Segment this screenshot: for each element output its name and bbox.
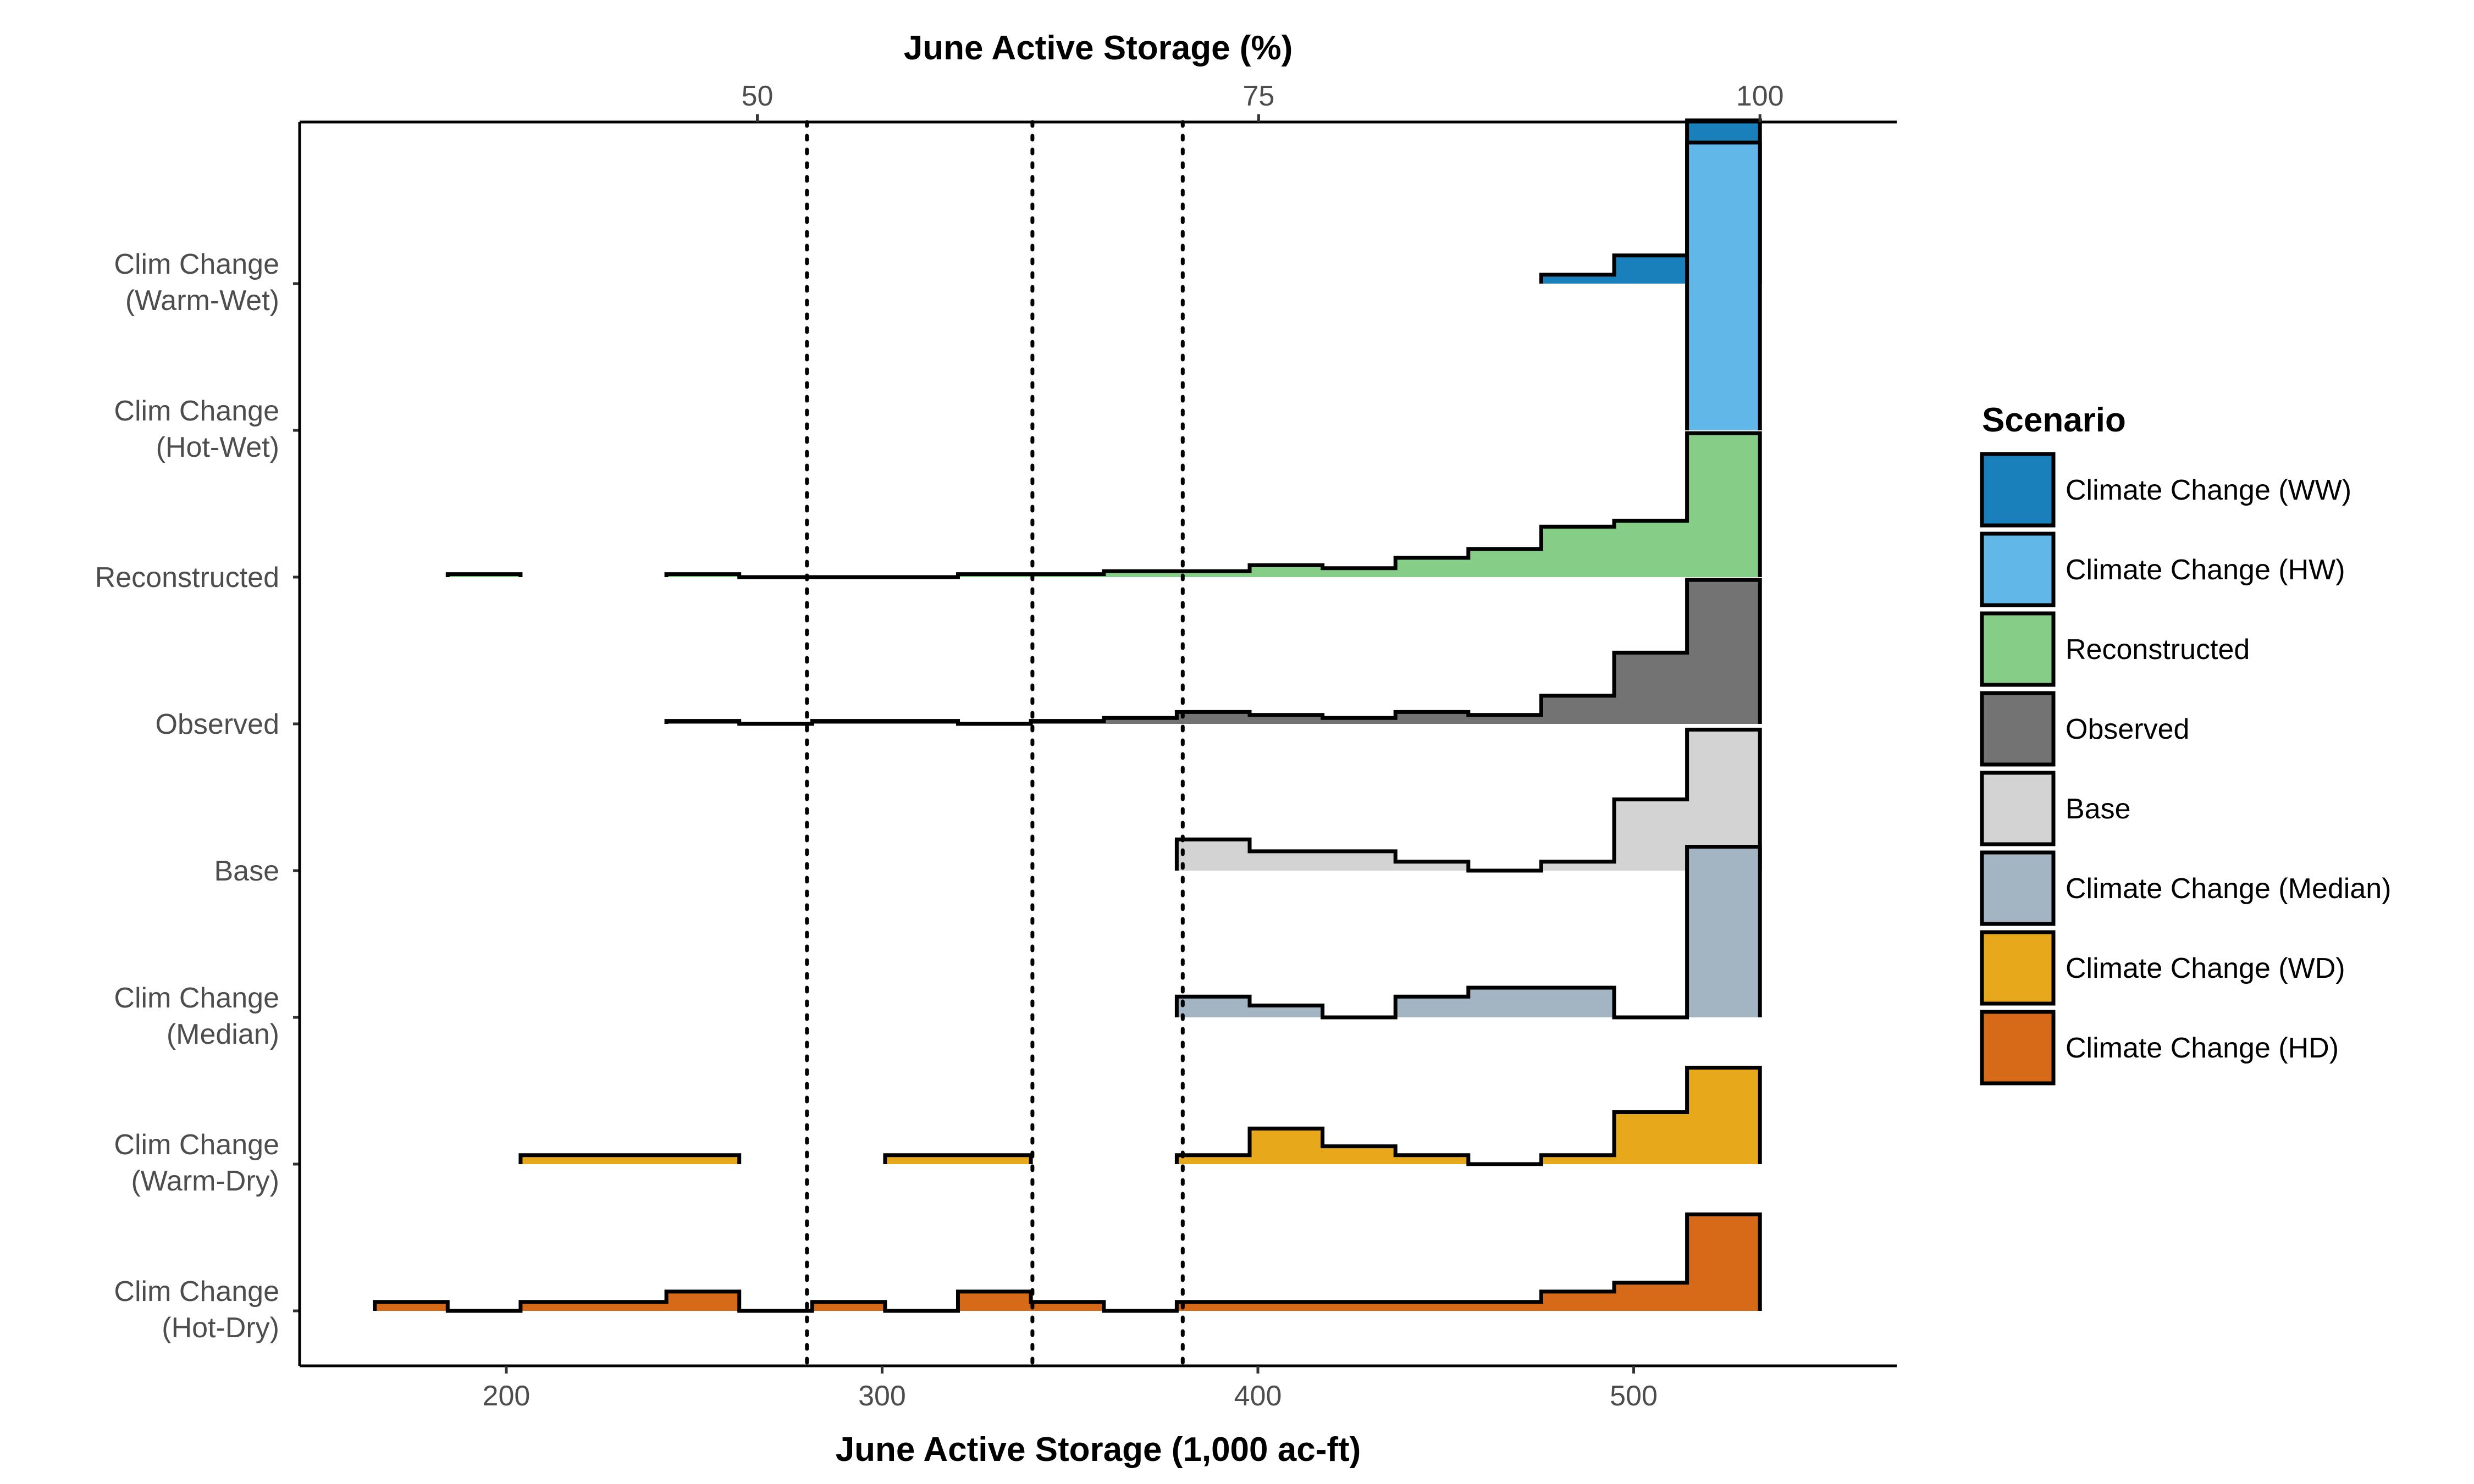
ridge-outline-6-0 xyxy=(1685,140,1762,430)
row-label-2: Clim Change (Median) xyxy=(114,982,279,1050)
legend-label: Reconstructed xyxy=(2066,634,2250,666)
legend-label: Climate Change (HW) xyxy=(2066,554,2345,586)
legend-label: Climate Change (WW) xyxy=(2066,474,2351,506)
row-label-line: (Hot-Dry) xyxy=(162,1312,279,1344)
legend-label: Base xyxy=(2066,793,2131,825)
ridge-fill-2-0 xyxy=(1177,846,1760,1017)
row-label-6: Clim Change (Hot-Wet) xyxy=(114,395,279,463)
ridge-outline-4-0 xyxy=(664,578,1762,726)
legend-item-5: Climate Change (Median) xyxy=(1980,850,2392,926)
ridges-layer xyxy=(373,118,1762,1313)
ridge-outline-7-0 xyxy=(1539,118,1762,284)
legend-swatch xyxy=(1980,531,2056,607)
ridge-row-5 xyxy=(445,431,1762,579)
x-tick-label: 300 xyxy=(858,1380,906,1412)
axes-layer: Clim Change (Warm-Wet) Clim Change (Hot-Wet… xyxy=(95,29,1897,1469)
legend-item-7: Climate Change (HD) xyxy=(1980,1010,2339,1086)
ridge-outline-1-1 xyxy=(883,1153,1033,1164)
row-label-line: Clim Change xyxy=(114,248,279,280)
row-label-1: Clim Change (Warm-Dry) xyxy=(114,1129,279,1197)
legend-item-1: Climate Change (HW) xyxy=(1980,531,2345,607)
legend-item-4: Base xyxy=(1980,771,2131,846)
ridge-outline-2-0 xyxy=(1174,845,1762,1020)
legend-swatch xyxy=(1980,850,2056,926)
row-label-line: Clim Change xyxy=(114,1276,279,1308)
x-axis-title: June Active Storage (1,000 ac-ft) xyxy=(836,1431,1361,1469)
ridge-fill-4-0 xyxy=(666,580,1760,724)
legend-swatch xyxy=(1980,930,2056,1006)
legend-title: Scenario xyxy=(1982,401,2126,439)
row-label-line: Observed xyxy=(156,708,279,740)
row-label-3: Base xyxy=(214,855,279,887)
ridge-fill-1-0 xyxy=(520,1155,739,1164)
legend-item-6: Climate Change (WD) xyxy=(1980,930,2345,1006)
legend-swatch xyxy=(1980,1010,2056,1086)
row-label-4: Observed xyxy=(156,708,279,740)
ridge-outline-1-2 xyxy=(1174,1066,1762,1166)
legend-item-3: Observed xyxy=(1980,691,2189,767)
legend-swatch xyxy=(1980,452,2056,528)
ridge-row-1 xyxy=(518,1066,1762,1166)
legend-label: Climate Change (Median) xyxy=(2066,873,2392,905)
legend: Scenario Climate Change (WW) Climate Chang… xyxy=(1980,401,2392,1086)
row-label-line: (Hot-Wet) xyxy=(156,431,279,463)
legend-label: Observed xyxy=(2066,713,2189,745)
legend-item-2: Reconstructed xyxy=(1980,611,2250,687)
ridge-fill-0-0 xyxy=(374,1214,1760,1311)
ridge-row-2 xyxy=(1174,845,1762,1020)
legend-label: Climate Change (WD) xyxy=(2066,953,2345,984)
legend-swatch xyxy=(1980,611,2056,687)
ridge-row-4 xyxy=(664,578,1762,726)
ridge-outline-5-0 xyxy=(445,572,523,577)
ridge-row-3 xyxy=(1174,728,1762,873)
row-label-7: Clim Change (Warm-Wet) xyxy=(114,248,279,317)
row-label-line: Reconstructed xyxy=(95,562,279,594)
ridge-fill-5-1 xyxy=(666,433,1760,577)
legend-swatch xyxy=(1980,691,2056,767)
legend-label: Climate Change (HD) xyxy=(2066,1032,2339,1064)
row-label-line: Clim Change xyxy=(114,395,279,427)
row-label-line: Base xyxy=(214,855,279,887)
row-label-line: Clim Change xyxy=(114,982,279,1014)
reference-lines-layer xyxy=(805,120,1185,1368)
x-tick-label: 200 xyxy=(483,1380,531,1412)
ridge-outline-3-0 xyxy=(1174,728,1762,873)
ridge-outline-1-0 xyxy=(518,1153,742,1164)
ridge-fill-6-0 xyxy=(1687,142,1760,430)
x2-tick-label: 100 xyxy=(1736,80,1784,112)
row-label-0: Clim Change (Hot-Dry) xyxy=(114,1276,279,1344)
row-label-line: (Warm-Wet) xyxy=(125,285,279,317)
ridge-row-6 xyxy=(1685,140,1762,430)
ridge-outline-5-1 xyxy=(664,431,1762,579)
ridge-fill-1-1 xyxy=(885,1155,1031,1164)
x2-tick-label: 50 xyxy=(742,80,774,112)
row-label-line: (Warm-Dry) xyxy=(131,1165,279,1197)
row-label-line: Clim Change xyxy=(114,1129,279,1161)
x-tick-label: 400 xyxy=(1234,1380,1282,1412)
row-label-line: (Median) xyxy=(167,1018,279,1050)
x-tick-label: 500 xyxy=(1610,1380,1658,1412)
x2-tick-label: 75 xyxy=(1242,80,1274,112)
x2-axis-title: June Active Storage (%) xyxy=(904,29,1293,67)
legend-swatch xyxy=(1980,771,2056,846)
legend-item-0: Climate Change (WW) xyxy=(1980,452,2351,528)
row-label-5: Reconstructed xyxy=(95,562,279,594)
